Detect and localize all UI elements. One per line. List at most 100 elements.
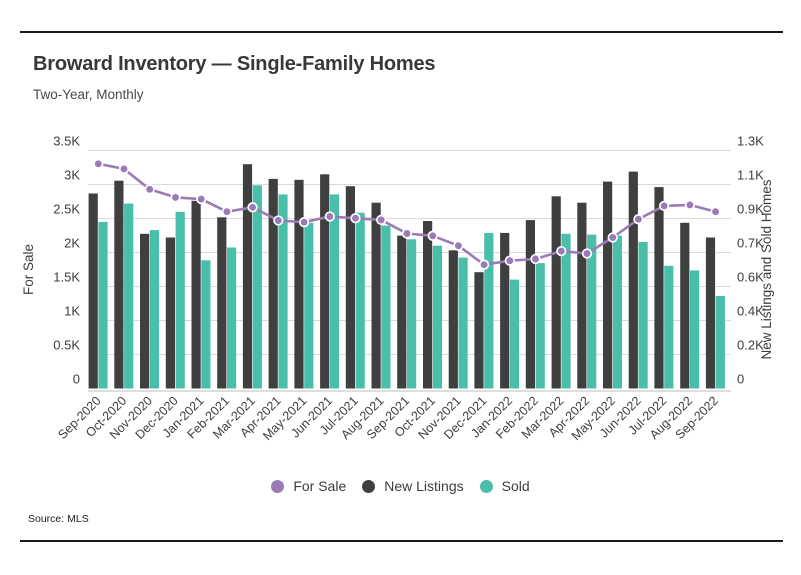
bar-sold (715, 296, 725, 389)
y-axis-right-tick: 0.7K (737, 236, 764, 251)
bar-new-listings (525, 220, 535, 389)
bar-sold (124, 203, 134, 389)
y-axis-right-tick: 0.4K (737, 304, 764, 319)
bar-new-listings (628, 171, 638, 389)
bar-sold (509, 279, 520, 389)
legend-item-sold: Sold (479, 478, 530, 494)
y-axis-right-tick: 0.2K (737, 338, 764, 353)
y-axis-right-tick: 0.9K (737, 202, 764, 217)
bar-new-listings (345, 186, 355, 389)
bar-new-listings (448, 250, 458, 389)
for-sale-point (298, 217, 310, 228)
y-axis-right-tick: 1.3K (737, 134, 764, 149)
y-axis-left-tick: 1K (64, 304, 80, 319)
for-sale-point (273, 215, 284, 226)
bar-new-listings (217, 217, 227, 389)
for-sale-swatch-icon (271, 479, 285, 493)
for-sale-line (97, 162, 717, 267)
top-rule (20, 31, 783, 33)
bar-sold (690, 270, 700, 389)
bar-sold (329, 194, 340, 389)
bar-new-listings (88, 193, 98, 389)
legend-label-new-listings: New Listings (384, 478, 464, 494)
y-axis-right-tick: 0 (737, 372, 744, 387)
for-sale-point (658, 200, 670, 212)
for-sale-point (453, 240, 464, 251)
chart-title: Broward Inventory — Single-Family Homes (33, 53, 436, 75)
y-axis-right-tick: 1.1K (737, 168, 764, 183)
for-sale-point (684, 199, 696, 211)
chart-legend: For Sale New Listings Sold (0, 478, 801, 494)
bar-new-listings (423, 221, 433, 389)
bar-new-listings (500, 232, 510, 389)
bar-new-listings (654, 187, 664, 389)
bar-new-listings (551, 196, 561, 389)
bar-sold (432, 245, 442, 389)
y-axis-left-tick: 3.5K (53, 134, 80, 149)
bar-new-listings (114, 180, 124, 389)
bar-new-listings (320, 174, 330, 389)
bottom-rule (20, 540, 783, 542)
bar-sold (612, 235, 622, 389)
y-axis-right-tick: 0.6K (737, 270, 764, 285)
for-sale-point (93, 158, 104, 169)
for-sale-point (144, 184, 155, 195)
new-listings-swatch-icon (362, 479, 376, 493)
bar-sold (227, 247, 237, 389)
for-sale-point (376, 214, 387, 226)
legend-label-for-sale: For Sale (293, 478, 347, 494)
y-axis-right-title: New Listings and Sold Homes (759, 179, 774, 359)
bar-new-listings (397, 235, 407, 389)
bar-new-listings (603, 181, 613, 389)
for-sale-point (633, 214, 644, 225)
bar-sold (304, 222, 314, 389)
for-sale-point (118, 163, 130, 175)
bar-sold (98, 221, 108, 389)
bar-sold (561, 233, 571, 389)
bar-new-listings (577, 202, 587, 389)
y-axis-left-tick: 2.5K (53, 202, 80, 217)
bar-sold (149, 230, 159, 389)
bar-new-listings (474, 272, 484, 389)
bar-new-listings (680, 222, 690, 389)
bar-sold (175, 211, 185, 389)
bar-sold (252, 185, 262, 389)
y-axis-left-tick: 0 (73, 372, 80, 387)
for-sale-point (581, 248, 593, 259)
for-sale-point (324, 211, 335, 222)
for-sale-point (170, 192, 181, 203)
bar-sold (407, 239, 417, 389)
for-sale-point (530, 253, 541, 265)
bar-sold (458, 257, 468, 389)
legend-item-new-listings: New Listings (362, 478, 464, 494)
for-sale-point (478, 259, 490, 270)
bar-sold (201, 260, 211, 389)
bar-new-listings (294, 179, 304, 389)
bar-new-listings (165, 237, 175, 389)
bar-sold (535, 263, 545, 389)
y-axis-left-tick: 1.5K (53, 270, 80, 285)
sold-swatch-icon (479, 479, 493, 493)
for-sale-point (710, 206, 721, 217)
legend-label-sold: Sold (501, 478, 530, 494)
for-sale-point (427, 230, 438, 241)
bar-new-listings (371, 202, 381, 389)
for-sale-point (504, 255, 515, 266)
bar-sold (278, 194, 288, 389)
bar-sold (484, 232, 494, 389)
bar-new-listings (268, 178, 278, 389)
for-sale-point (556, 245, 567, 257)
y-axis-left-tick: 2K (64, 236, 80, 251)
for-sale-point (196, 193, 207, 205)
legend-item-for-sale: For Sale (271, 478, 346, 494)
for-sale-point (350, 213, 361, 224)
bar-new-listings (705, 237, 716, 389)
for-sale-point (247, 202, 258, 213)
for-sale-point (607, 232, 618, 243)
bar-new-listings (140, 233, 150, 389)
bar-sold (355, 212, 365, 389)
source-note: Source: MLS (28, 513, 89, 525)
bar-sold (664, 265, 674, 389)
for-sale-point (221, 206, 233, 217)
